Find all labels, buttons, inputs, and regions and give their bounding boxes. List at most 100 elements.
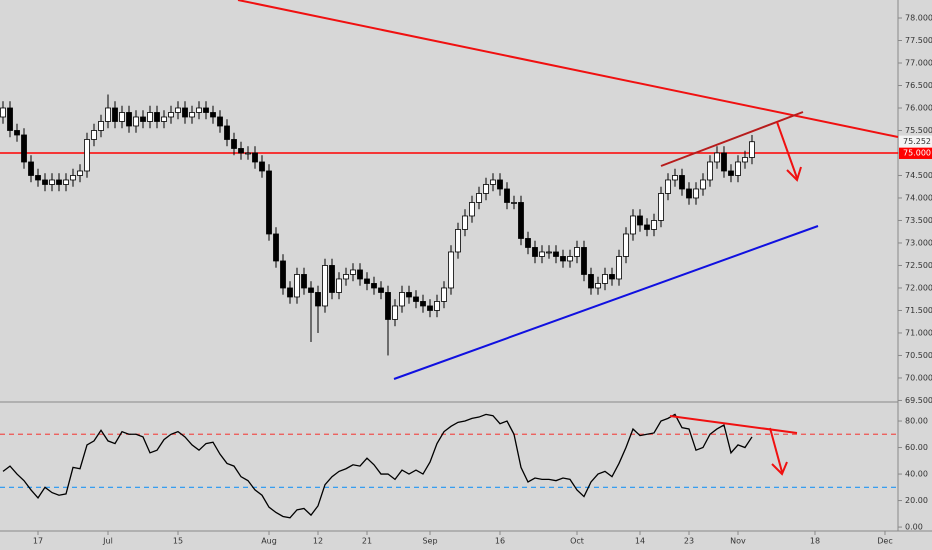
candle-body <box>644 224 650 230</box>
x-tick-label: 12 <box>313 537 323 546</box>
candle-body <box>427 305 433 311</box>
trend-line <box>393 225 819 380</box>
candle-body <box>147 112 153 122</box>
candle-body <box>336 278 342 293</box>
y-tick-label: 75.500 <box>905 126 932 135</box>
x-tick-label: Aug <box>261 537 277 546</box>
candle-body <box>21 134 27 163</box>
candle-body <box>518 202 524 239</box>
candle-body <box>210 112 216 118</box>
y-tick-label: 40.00 <box>905 470 928 479</box>
arrow <box>776 121 798 179</box>
x-tick-label: 21 <box>362 537 372 546</box>
candle-body <box>406 292 412 298</box>
candle-body <box>735 161 741 176</box>
candle-body <box>196 107 202 113</box>
candle-body <box>728 170 734 176</box>
candle-body <box>84 139 90 172</box>
candle-body <box>322 265 328 307</box>
candle-body <box>112 107 118 122</box>
candle-body <box>266 170 272 235</box>
candle-body <box>77 170 83 176</box>
candle-body <box>189 112 195 118</box>
candle-body <box>413 296 419 302</box>
candle-body <box>700 179 706 190</box>
trend-line <box>660 111 804 167</box>
y-tick-label: 78.000 <box>905 13 932 22</box>
candle-body <box>553 251 559 257</box>
candle-body <box>560 256 566 262</box>
candle-body <box>539 251 545 257</box>
candle-body <box>504 188 510 203</box>
y-tick-label: 76.500 <box>905 81 932 90</box>
candle-body <box>287 287 293 298</box>
candle-body <box>455 229 461 253</box>
candle-body <box>133 116 139 127</box>
candle-body <box>315 292 321 307</box>
y-tick-label: 70.500 <box>905 351 932 360</box>
candle-body <box>217 116 223 127</box>
arrow-head <box>786 166 802 182</box>
candle-body <box>707 161 713 181</box>
candle-body <box>616 256 622 280</box>
candle-body <box>588 274 594 289</box>
candle-body <box>203 107 209 113</box>
arrow-head <box>771 461 788 476</box>
y-tick-label: 20.00 <box>905 496 928 505</box>
candle-body <box>511 202 517 204</box>
candle-body <box>371 283 377 289</box>
candle-body <box>581 247 587 275</box>
x-tick-label: Sep <box>422 537 437 546</box>
x-tick-label: Jul <box>102 537 113 546</box>
candle-body <box>399 292 405 307</box>
candle-body <box>294 274 300 298</box>
candle-body <box>56 179 62 185</box>
candle-body <box>623 233 629 257</box>
candle-body <box>609 274 615 280</box>
y-tick-label: 73.000 <box>905 238 932 247</box>
candle-body <box>497 179 503 190</box>
candle-body <box>434 301 440 311</box>
candle-body <box>637 215 643 226</box>
candle-body <box>182 107 188 118</box>
candle-body <box>49 179 55 185</box>
x-tick-label: Dec <box>877 537 892 546</box>
x-tick-label: 18 <box>810 537 820 546</box>
candle-body <box>672 175 678 181</box>
y-tick-label: 72.500 <box>905 261 932 270</box>
y-tick-label: 76.000 <box>905 103 932 112</box>
candle-body <box>749 141 755 158</box>
drawings <box>237 0 899 476</box>
y-tick-label: 74.000 <box>905 193 932 202</box>
candle-body <box>140 116 146 122</box>
x-tick-label: Oct <box>570 537 584 546</box>
candle-body <box>350 269 356 275</box>
candle-body <box>357 269 363 280</box>
y-tick-label: 0.00 <box>905 523 923 532</box>
candle-body <box>385 292 391 320</box>
candle-body <box>630 215 636 235</box>
candle-body <box>154 112 160 122</box>
x-tick-label: 16 <box>495 537 505 546</box>
candle-body <box>175 107 181 113</box>
candle-body <box>658 193 664 221</box>
y-tick-label: 77.500 <box>905 36 932 45</box>
candle-body <box>651 220 657 230</box>
trend-line <box>669 415 798 434</box>
candle-body <box>63 179 69 185</box>
candle-body <box>679 175 685 190</box>
rsi-line <box>2 413 753 519</box>
candle-body <box>574 247 580 257</box>
candle-body <box>168 112 174 118</box>
candle-body <box>28 161 34 176</box>
candle-body <box>7 107 13 131</box>
candle-body <box>238 148 244 154</box>
candle-body <box>308 287 314 293</box>
candle-body <box>35 175 41 181</box>
candle-body <box>483 184 489 194</box>
y-tick-label: 72.000 <box>905 283 932 292</box>
candle-body <box>721 152 727 172</box>
arrow <box>769 427 783 473</box>
